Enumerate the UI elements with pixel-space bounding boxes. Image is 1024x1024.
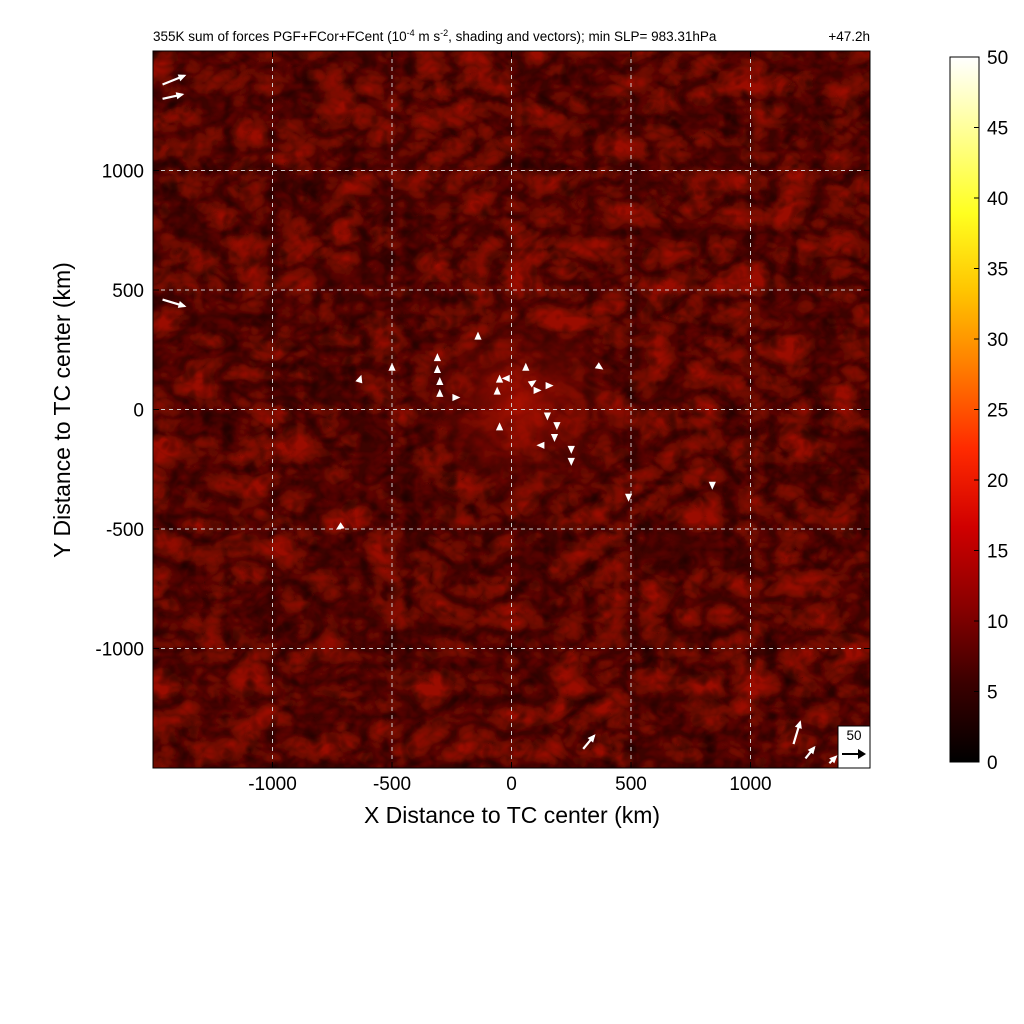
force-vector (792, 720, 802, 745)
colorbar-tick-label: 20 (987, 471, 1008, 492)
force-vector (452, 393, 461, 402)
force-vector (162, 92, 185, 100)
force-vector (495, 374, 504, 383)
x-tick-label: 1000 (729, 774, 771, 795)
force-vector (436, 377, 444, 385)
x-tick-label: 500 (615, 774, 647, 795)
colorbar-tick-label: 40 (987, 189, 1008, 210)
colorbar-tick-label: 5 (987, 683, 998, 704)
force-vector (493, 386, 501, 395)
x-tick-label: -500 (373, 774, 411, 795)
force-vector (162, 298, 187, 308)
tc-core-glow (410, 310, 630, 500)
force-vector (582, 734, 596, 750)
y-tick-label: -500 (106, 520, 144, 541)
colorbar-tick-label: 30 (987, 330, 1008, 351)
time-label: +47.2h (828, 29, 870, 44)
heatmap-field (153, 51, 870, 768)
force-vector (474, 331, 482, 340)
colorbar-tick-label: 45 (987, 119, 1008, 140)
force-vector (536, 441, 545, 449)
force-vector (433, 365, 441, 373)
force-vector (567, 445, 575, 454)
force-vector (804, 745, 816, 760)
colorbar-tick-label: 35 (987, 260, 1008, 281)
colorbar-tick-label: 0 (987, 753, 998, 774)
y-axis-ticks: -1000 -500 0 500 1000 (95, 162, 870, 661)
force-vector (594, 362, 604, 370)
force-vector (436, 388, 444, 397)
force-vector (828, 755, 838, 764)
force-vector (545, 382, 554, 390)
force-vector (495, 422, 504, 431)
force-vector (567, 457, 575, 466)
colorbar-tick-label: 15 (987, 542, 1008, 563)
x-axis-ticks: -1000 -500 0 500 1000 (248, 51, 772, 795)
reference-vector-key: 50 (837, 725, 871, 769)
x-tick-label: 0 (506, 774, 517, 795)
chart-title: 355K sum of forces PGF+FCor+FCent (10-4 … (153, 28, 717, 44)
y-tick-label: -1000 (95, 640, 144, 661)
force-vector (550, 434, 559, 442)
force-vector (527, 380, 537, 388)
force-vectors (162, 74, 838, 764)
force-vector (708, 481, 716, 490)
force-vector (553, 422, 561, 431)
force-vector (433, 353, 441, 362)
force-vector (625, 493, 633, 502)
colorbar-tick-label: 50 (987, 48, 1008, 69)
force-vector (388, 362, 396, 371)
x-axis-label: X Distance to TC center (km) (364, 802, 660, 828)
reference-vector-label: 50 (846, 728, 861, 743)
force-vector (543, 412, 551, 421)
y-axis-label: Y Distance to TC center (km) (49, 262, 75, 558)
y-tick-label: 500 (112, 281, 144, 302)
colorbar-tick-label: 25 (987, 401, 1008, 422)
colorbar-tick-label: 10 (987, 612, 1008, 633)
x-tick-label: -1000 (248, 774, 297, 795)
force-vector (355, 374, 363, 384)
force-vector (522, 362, 530, 371)
force-vector (162, 74, 187, 86)
force-vector (501, 374, 510, 382)
force-vector (533, 386, 542, 394)
colorbar-ticks: 0 5 10 15 20 25 30 35 40 45 50 (974, 48, 1008, 774)
y-tick-label: 1000 (102, 162, 144, 183)
y-tick-label: 0 (133, 401, 144, 422)
force-vector (335, 522, 345, 530)
